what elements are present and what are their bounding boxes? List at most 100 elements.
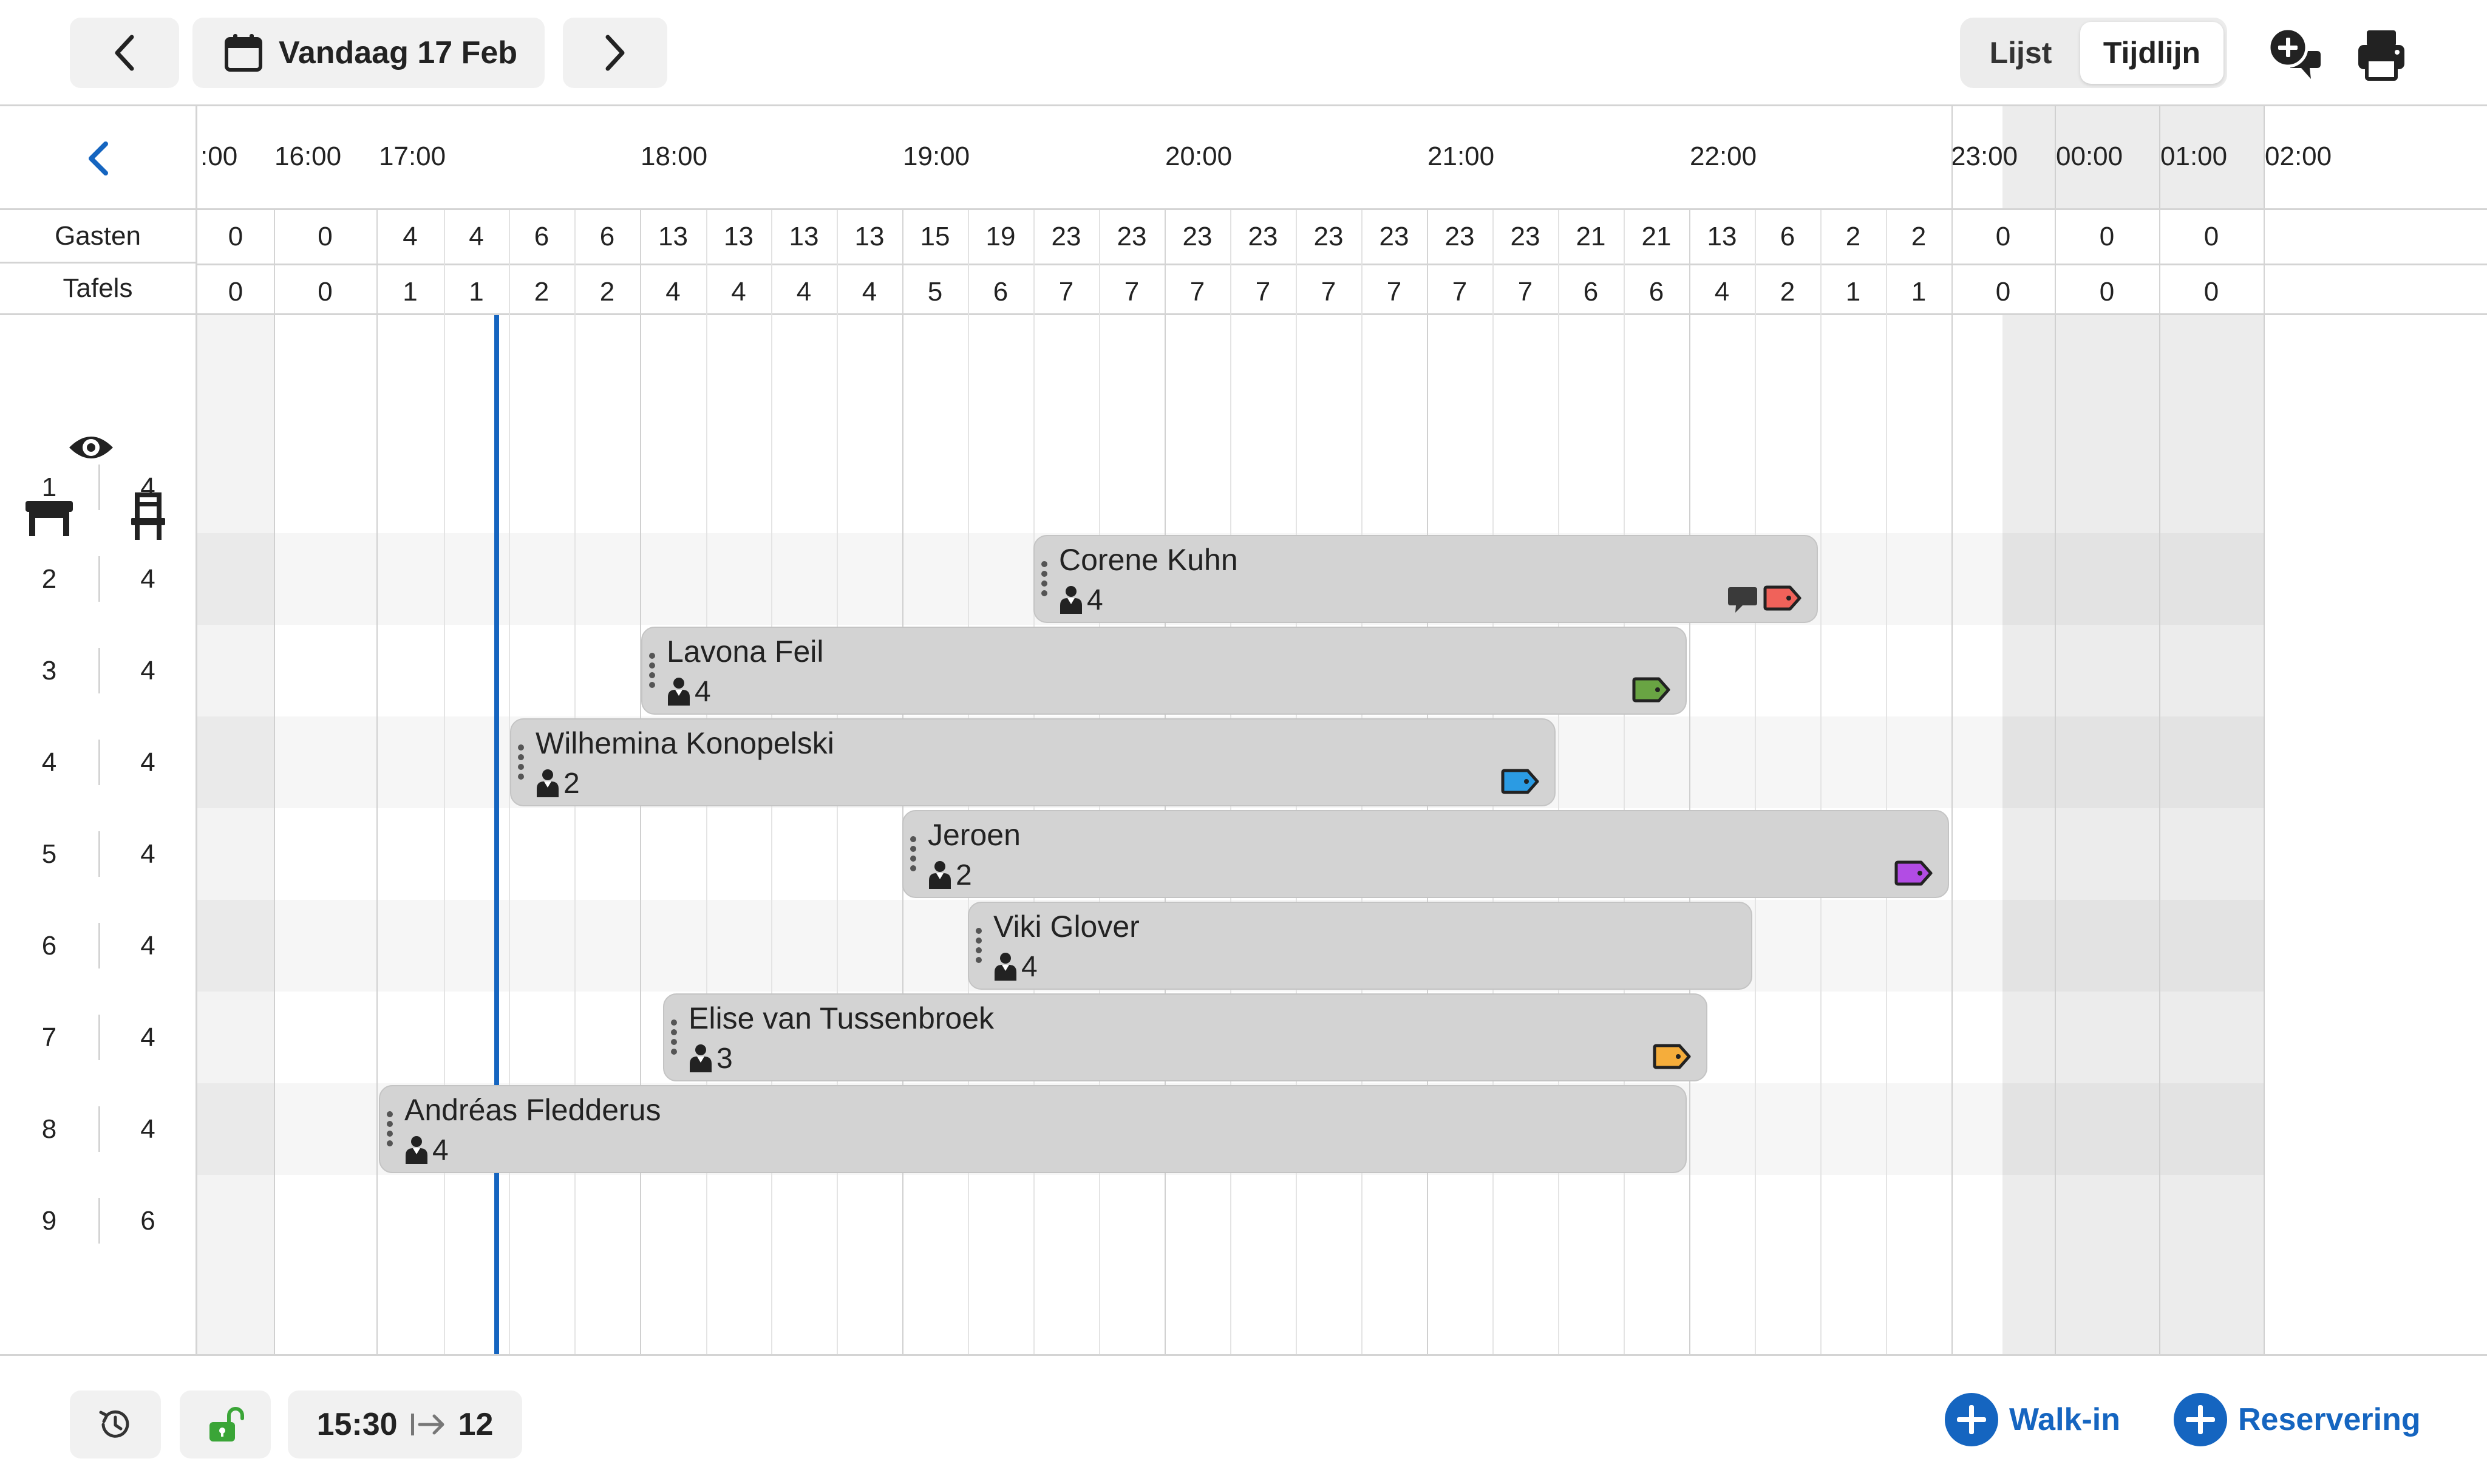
drag-handle[interactable]	[514, 743, 528, 785]
column-divider	[2159, 210, 2160, 317]
column-divider	[902, 210, 903, 317]
column-divider	[1755, 210, 1756, 317]
previous-day-button[interactable]	[70, 18, 179, 88]
table-number: 6	[41, 930, 57, 961]
current-time-info[interactable]: 15:30 12	[288, 1390, 522, 1458]
add-walk-in-button[interactable]: Walk-in	[1945, 1392, 2120, 1447]
tables-count: 7	[1058, 277, 1074, 307]
add-comment-button[interactable]	[2265, 24, 2325, 85]
tables-count: 7	[1517, 277, 1533, 307]
hour-gridline	[2055, 315, 2056, 1354]
pre-open-shade	[197, 315, 274, 1354]
drag-handle[interactable]	[1037, 559, 1052, 602]
guest-name: Jeroen	[928, 818, 1021, 852]
add-comment-icon	[2267, 27, 2321, 79]
column-divider	[444, 210, 445, 317]
guests-count: 6	[599, 222, 615, 251]
history-button[interactable]	[70, 1390, 161, 1458]
time-label: 16:00	[274, 141, 342, 171]
time-label: 00:00	[2056, 141, 2123, 171]
guests-count: 4	[469, 222, 484, 251]
guests-count: 13	[1707, 222, 1737, 251]
drag-handle[interactable]	[645, 651, 659, 693]
reservation-block[interactable]: Wilhemina Konopelski 2	[510, 718, 1556, 806]
tables-count: 7	[1386, 277, 1402, 307]
chevron-left-icon	[115, 35, 134, 71]
guests-count: 19	[985, 222, 1016, 251]
add-reservation-button[interactable]: Reservering	[2174, 1392, 2421, 1447]
table-capacity: 4	[140, 1114, 155, 1144]
hour-gridline	[1951, 315, 1953, 1354]
top-toolbar: Vandaag 17 Feb Lijst Tijdlijn	[0, 0, 2487, 106]
column-divider	[1624, 210, 1625, 317]
drag-handle[interactable]	[667, 1018, 681, 1060]
guests-count: 13	[789, 222, 819, 251]
column-divider	[1230, 210, 1231, 317]
column-divider	[1296, 210, 1297, 317]
next-day-button[interactable]	[563, 18, 667, 88]
current-time-indicator	[494, 315, 499, 1354]
divider	[98, 556, 100, 602]
tables-count: 1	[1911, 277, 1927, 307]
party-size: 2	[956, 859, 972, 891]
quarter-gridline	[837, 315, 838, 1354]
reservation-block[interactable]: Andréas Fledderus 4	[379, 1085, 1687, 1173]
date-picker-button[interactable]: Vandaag 17 Feb	[192, 18, 545, 88]
column-divider	[1820, 210, 1822, 317]
guests-count: 15	[920, 222, 950, 251]
divider	[98, 465, 100, 510]
eye-icon[interactable]	[67, 429, 115, 466]
column-divider	[968, 210, 969, 317]
walk-in-label: Walk-in	[2009, 1402, 2120, 1437]
view-list-tab[interactable]: Lijst	[1989, 36, 2052, 70]
time-label: 22:00	[1690, 141, 1757, 171]
guests-count: 2	[1845, 222, 1861, 251]
table-number: 9	[41, 1205, 57, 1236]
time-label: 18:00	[641, 141, 708, 171]
guests-count: 23	[1182, 222, 1213, 251]
chevron-right-icon	[605, 35, 625, 71]
time-label: 21:00	[1427, 141, 1495, 171]
drag-handle[interactable]	[906, 834, 920, 877]
drag-handle[interactable]	[383, 1109, 397, 1152]
guest-name: Elise van Tussenbroek	[689, 1001, 995, 1035]
time-label: 19:00	[903, 141, 970, 171]
plus-circle-icon	[2174, 1393, 2227, 1446]
guests-count: 0	[1995, 222, 2011, 251]
guests-count: 23	[1248, 222, 1278, 251]
drag-handle[interactable]	[971, 926, 986, 968]
print-button[interactable]	[2351, 24, 2412, 85]
guests-count: 2	[1911, 222, 1927, 251]
table-capacity: 4	[140, 563, 155, 594]
column-divider	[837, 210, 838, 317]
party-size: 2	[563, 768, 580, 800]
tag-icon	[1653, 1044, 1691, 1069]
person-icon	[668, 678, 690, 706]
tables-count: 2	[1780, 277, 1795, 307]
column-divider	[1427, 210, 1428, 317]
view-timeline-tab[interactable]: Tijdlijn	[2080, 22, 2223, 84]
tag-icon	[1632, 677, 1670, 703]
guests-count-row: 0 0 4 4 6 6 13 13 13 13 15 19 23 23 23 23 23 23 23 23 21 21 13…	[197, 210, 2487, 264]
guests-count: 6	[534, 222, 549, 251]
tables-count: 1	[469, 277, 484, 307]
lock-toggle-button[interactable]	[180, 1390, 271, 1458]
tables-count: 4	[862, 277, 877, 307]
reservation-block[interactable]: Elise van Tussenbroek 3	[663, 993, 1707, 1081]
table-number: 4	[41, 747, 57, 777]
unlocked-icon	[209, 1407, 244, 1441]
tag-icon	[1763, 585, 1801, 611]
table-capacity: 4	[140, 655, 155, 686]
collapse-panel-button[interactable]	[75, 134, 124, 183]
column-divider	[2055, 210, 2056, 317]
reservation-block[interactable]: Jeroen 2	[902, 810, 1949, 898]
party-size: 4	[1087, 584, 1103, 616]
reservation-block[interactable]: Lavona Feil 4	[641, 627, 1687, 715]
reservation-block[interactable]: Viki Glover 4	[968, 902, 1752, 990]
tables-count: 4	[796, 277, 812, 307]
guests-count: 21	[1576, 222, 1606, 251]
reservation-block[interactable]: Corene Kuhn 4	[1033, 535, 1818, 623]
